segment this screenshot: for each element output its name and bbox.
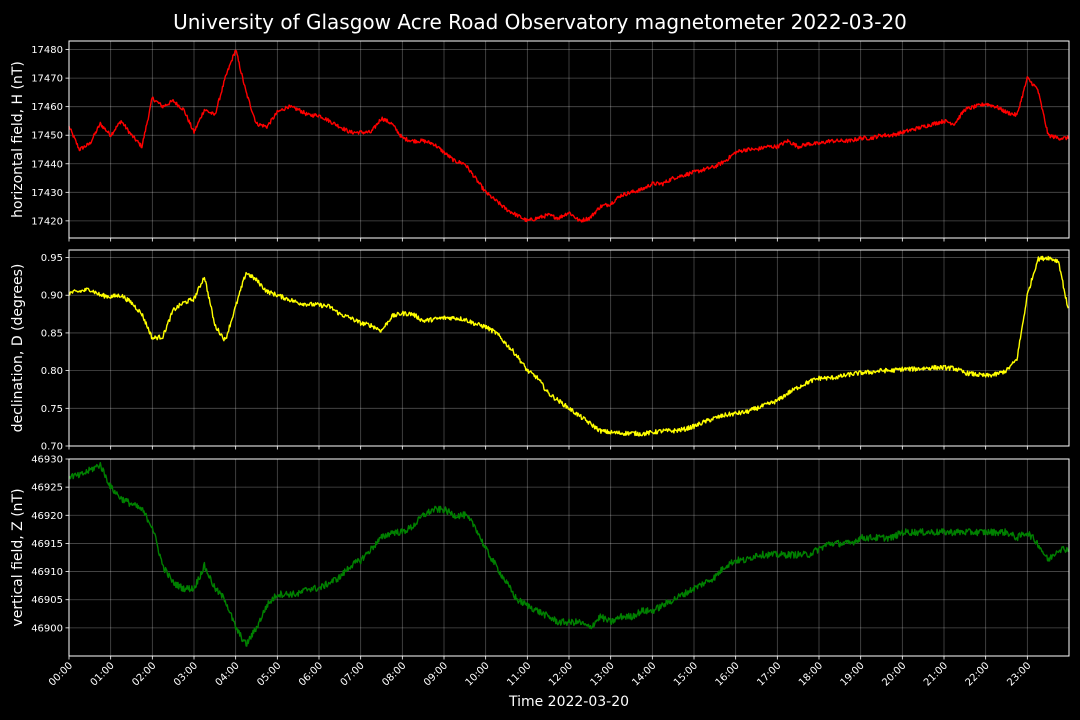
y-tick-label: 0.85 [41,328,63,339]
axes-frame [68,458,1070,657]
series-line [68,255,1069,437]
axes-frame [68,40,1070,239]
y-axis-label: vertical field, Z (nT) [10,488,26,626]
y-tick-label: 17450 [31,131,63,142]
y-tick-label: 46905 [31,595,63,606]
y-tick-label: 46910 [31,567,63,578]
y-tick-label: 46920 [31,511,63,522]
panel-2: 0.70 0.75 0.80 0.85 0.90 0.95 declination, D (… [10,249,1070,453]
y-tick-label: 0.90 [41,291,63,302]
y-axis-label: horizontal field, H (nT) [10,61,26,218]
y-tick-label: 46925 [31,483,63,494]
y-tick-label: 17440 [31,159,63,170]
y-tick-label: 17430 [31,188,63,199]
y-tick-label: 17420 [31,216,63,227]
y-tick-label: 17460 [31,102,63,113]
y-tick-label: 0.95 [41,253,63,264]
chart-title: University of Glasgow Acre Road Observat… [173,10,907,34]
y-tick-label: 0.80 [41,366,63,377]
y-tick-label: 46915 [31,539,63,550]
y-tick-label: 46930 [31,455,63,466]
y-tick-label: 46900 [31,623,63,634]
panel-1: 17420 17430 17440 17450 17460 17470 17480 horiz… [10,40,1070,242]
y-tick-label: 17480 [31,45,63,56]
axes-frame [68,249,1070,447]
y-tick-label: 17470 [31,74,63,85]
y-axis-label: declination, D (degrees) [10,264,26,433]
series-line [68,462,1069,647]
y-tick-label: 0.70 [41,442,63,453]
panel-3: 46900 46905 46910 46915 46920 46925 46930 verti… [10,455,1070,660]
series-line [68,49,1069,223]
x-axis-label: Time 2022-03-20 [508,694,629,710]
y-tick-label: 0.75 [41,404,63,415]
